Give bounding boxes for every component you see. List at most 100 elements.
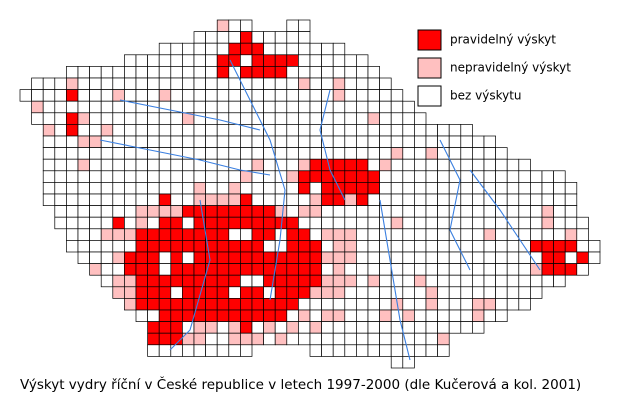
grid-cell [448,124,462,137]
grid-cell [414,321,427,334]
grid-cell [112,158,125,172]
grid-cell [228,228,241,241]
grid-cell [158,100,172,114]
grid-cell [216,66,230,79]
grid-cell [344,66,357,79]
grid-cell [472,240,485,253]
grid-cell [263,309,276,322]
grid-cell [321,332,334,346]
grid-cell [414,135,427,148]
grid-cell [240,42,253,56]
grid-cell [251,263,264,276]
grid-cell [135,158,148,172]
grid-cell [379,298,392,311]
grid-cell [460,263,473,276]
grid-cell [518,298,531,311]
grid-cell [77,147,90,160]
grid-cell [367,298,380,311]
grid-cell [356,193,369,206]
grid-cell [286,216,299,230]
grid-cell [263,332,276,346]
grid-cell [541,170,554,183]
grid-cell [31,77,44,90]
grid-cell [344,251,357,264]
grid-cell [541,240,554,253]
grid-cell [240,112,253,125]
grid-cell [298,89,311,102]
grid-cell [506,182,520,195]
grid-cell [124,205,137,218]
grid-cell [344,228,357,241]
grid-cell [344,321,357,334]
grid-cell [240,54,253,67]
grid-cell [263,228,276,241]
grid-cell [135,182,148,195]
grid-cell [193,112,206,125]
grid-cell [158,170,172,183]
grid-cell [530,228,543,241]
grid-cell [205,228,218,241]
grid-cell [286,112,299,125]
grid-cell [367,193,380,206]
grid-cell [286,158,299,172]
grid-cell [182,332,195,346]
grid-cell [193,77,206,90]
grid-cell [66,77,79,90]
grid-cell [240,332,253,346]
grid-cell [518,158,531,172]
grid-cell [448,274,462,288]
grid-cell [286,251,299,264]
grid-cell [240,298,253,311]
grid-cell [147,170,160,183]
grid-cell [402,286,415,299]
grid-cell [286,42,299,56]
grid-cell [379,263,392,276]
grid-cell [66,240,79,253]
grid-cell [390,100,404,114]
grid-cell [158,193,172,206]
grid-cell [216,31,230,44]
grid-cell [89,170,102,183]
grid-cell [66,170,79,183]
grid-cell [170,251,183,264]
grid-cell [298,100,311,114]
grid-cell [472,286,485,299]
grid-cell [356,124,369,137]
grid-cell [402,216,415,230]
grid-cell [193,170,206,183]
grid-cell [379,182,392,195]
grid-cell [66,205,79,218]
grid-cell [263,286,276,299]
grid-cell [553,170,566,183]
grid-cell [390,89,404,102]
grid-cell [147,135,160,148]
grid-cell [414,309,427,322]
grid-cell [309,251,322,264]
grid-cell [216,170,230,183]
grid-cell [402,170,415,183]
grid-cell [576,251,589,264]
grid-cell [216,205,230,218]
grid-cell [286,286,299,299]
grid-cell [170,263,183,276]
grid-cell [495,182,508,195]
grid-cell [390,205,404,218]
grid-cell [158,344,172,357]
grid-cell [506,286,520,299]
grid-cell [77,66,90,79]
grid-cell [89,216,102,230]
grid-cell [344,112,357,125]
grid-cell [170,66,183,79]
grid-cell [425,182,438,195]
grid-cell [263,240,276,253]
grid-cell [437,147,450,160]
grid-cell [251,240,264,253]
grid-cell [228,332,241,346]
grid-cell [472,135,485,148]
grid-cell [112,170,125,183]
grid-cell [251,193,264,206]
grid-cell [298,332,311,346]
river [379,199,411,361]
grid-cell [472,274,485,288]
grid-cell [228,251,241,264]
